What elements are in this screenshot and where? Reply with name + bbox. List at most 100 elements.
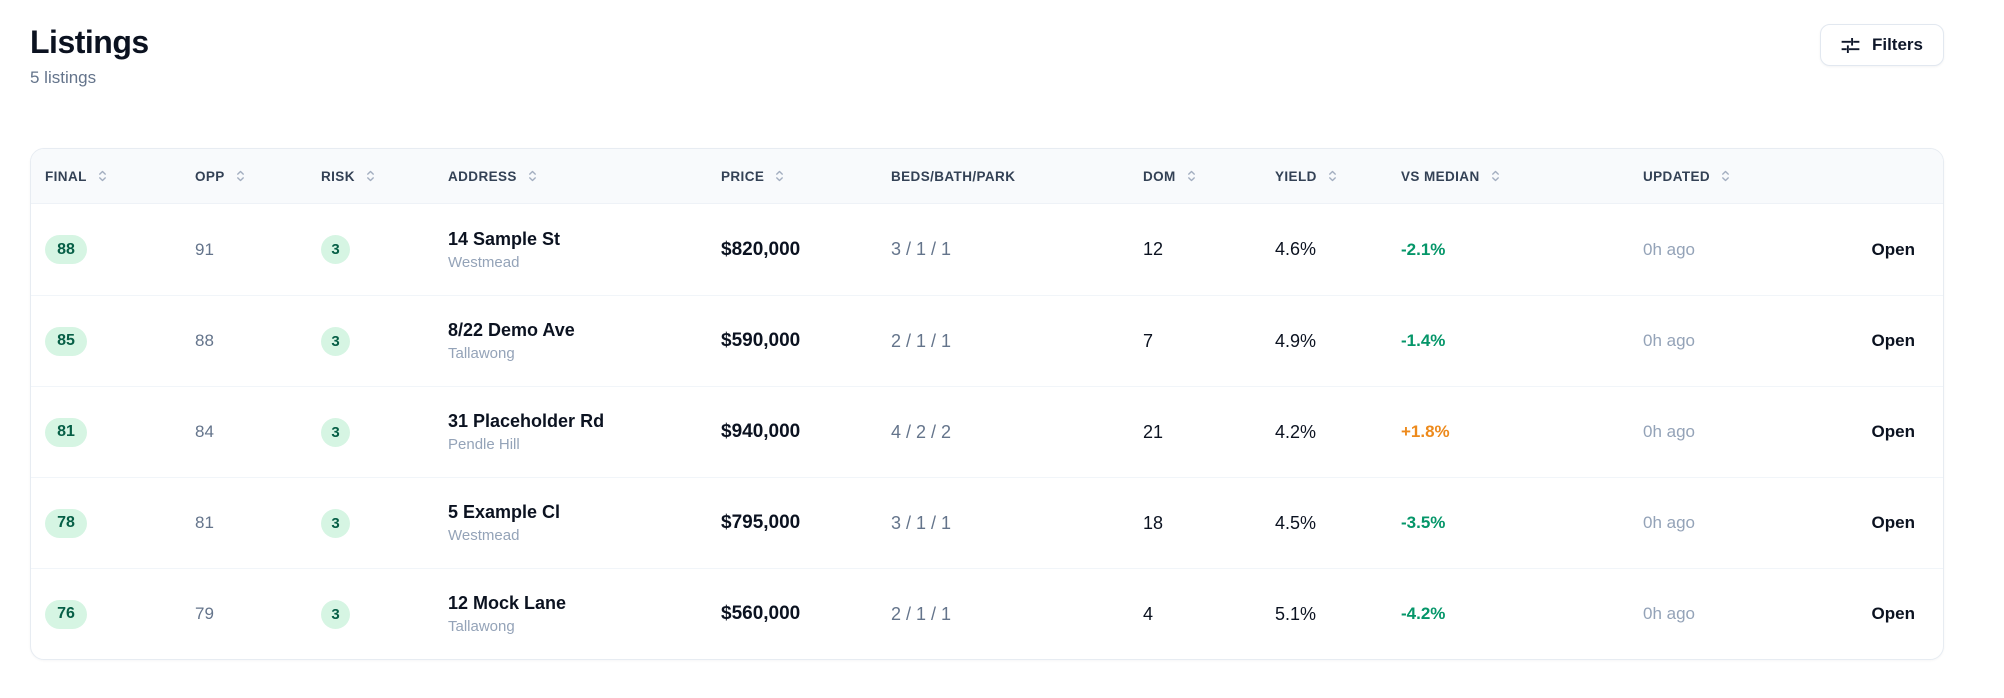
column-header-label: DOM (1143, 168, 1176, 184)
dom-value: 18 (1143, 512, 1164, 533)
beds-bath-park-value: 3 / 1 / 1 (891, 239, 952, 259)
address-suburb: Pendle Hill (448, 436, 520, 453)
open-link[interactable]: Open (1871, 604, 1915, 623)
risk-cell: 3 (321, 235, 448, 264)
updated-value: 0h ago (1643, 331, 1695, 350)
vs-median-value: -2.1% (1401, 239, 1446, 259)
open-cell: Open (1853, 513, 1915, 533)
open-cell: Open (1853, 604, 1915, 624)
beds-bath-park-value: 3 / 1 / 1 (891, 512, 952, 533)
vs-median-value: -4.2% (1401, 604, 1446, 623)
final-score-cell: 85 (45, 326, 195, 356)
yield-value: 5.1% (1275, 603, 1317, 624)
updated-value: 0h ago (1643, 422, 1695, 441)
price-value: $795,000 (721, 512, 801, 533)
listings-count: 5 listings (30, 68, 97, 87)
column-header-yield[interactable]: YIELD (1275, 169, 1401, 184)
column-header-price[interactable]: PRICE (721, 169, 891, 184)
column-header-label: FINAL (45, 168, 87, 184)
address-suburb: Tallawong (448, 618, 515, 635)
sort-icon (773, 169, 786, 183)
column-header-label: VS MEDIAN (1401, 168, 1480, 184)
column-header-label: YIELD (1275, 168, 1317, 184)
column-header-label: OPP (195, 168, 225, 184)
open-cell: Open (1853, 240, 1915, 260)
address-street: 12 Mock Lane (448, 593, 567, 613)
risk-cell: 3 (321, 508, 448, 538)
sort-icon (1326, 169, 1339, 183)
column-header-updated[interactable]: UPDATED (1643, 169, 1853, 184)
dom-value: 4 (1143, 603, 1154, 624)
opp-score: 79 (195, 604, 214, 623)
final-score-cell: 81 (45, 417, 195, 447)
risk-cell: 3 (321, 417, 448, 447)
open-link[interactable]: Open (1871, 331, 1915, 350)
risk-badge: 3 (321, 417, 350, 447)
risk-badge: 3 (321, 508, 350, 538)
column-header-label: PRICE (721, 168, 765, 184)
address-suburb: Westmead (448, 527, 520, 544)
column-header-final[interactable]: FINAL (45, 169, 195, 184)
sort-icon (526, 169, 539, 183)
risk-badge: 3 (321, 235, 350, 264)
table-row: 76 79 3 12 Mock Lane Tallawong $560,000 … (31, 568, 1943, 659)
address-suburb: Tallawong (448, 345, 515, 362)
column-header-dom[interactable]: DOM (1143, 169, 1275, 184)
opp-score: 81 (195, 513, 214, 532)
sort-icon (96, 169, 109, 183)
beds-bath-park-value: 2 / 1 / 1 (891, 330, 952, 351)
risk-badge: 3 (321, 599, 350, 629)
column-header-vs-median[interactable]: VS MEDIAN (1401, 169, 1643, 184)
column-header-opp[interactable]: OPP (195, 169, 321, 184)
risk-cell: 3 (321, 599, 448, 629)
column-header-label: UPDATED (1643, 168, 1711, 184)
vs-median-value: -1.4% (1401, 331, 1446, 350)
updated-value: 0h ago (1643, 604, 1695, 623)
address-cell: 8/22 Demo Ave Tallawong (448, 320, 721, 362)
table-row: 85 88 3 8/22 Demo Ave Tallawong $590,000… (31, 295, 1943, 386)
address-street: 5 Example Cl (448, 502, 561, 522)
address-cell: 12 Mock Lane Tallawong (448, 593, 721, 635)
beds-bath-park-value: 4 / 2 / 2 (891, 421, 952, 442)
table-row: 81 84 3 31 Placeholder Rd Pendle Hill $9… (31, 386, 1943, 477)
table-row: 78 81 3 5 Example Cl Westmead $795,000 3… (31, 477, 1943, 568)
column-header-label: RISK (321, 168, 355, 184)
final-score-badge: 81 (45, 417, 87, 447)
final-score-badge: 78 (45, 508, 87, 538)
sort-icon (234, 169, 247, 183)
sliders-icon (1841, 36, 1860, 55)
open-cell: Open (1853, 422, 1915, 442)
risk-cell: 3 (321, 326, 448, 356)
open-cell: Open (1853, 331, 1915, 351)
sort-icon (1489, 169, 1502, 183)
open-link[interactable]: Open (1871, 239, 1915, 259)
address-suburb: Westmead (448, 253, 520, 271)
beds-bath-park-value: 2 / 1 / 1 (891, 603, 952, 624)
final-score-badge: 88 (45, 235, 87, 264)
column-header-address[interactable]: ADDRESS (448, 169, 721, 184)
yield-value: 4.9% (1275, 330, 1317, 351)
listings-table-card: FINAL OPP RISK ADDRESS (30, 148, 1944, 660)
column-header-risk[interactable]: RISK (321, 169, 448, 184)
updated-value: 0h ago (1643, 513, 1695, 532)
dom-value: 12 (1143, 239, 1164, 259)
final-score-cell: 76 (45, 599, 195, 629)
column-header-label: BEDS/BATH/PARK (891, 168, 1016, 184)
listings-page: Listings 5 listings Filters FINAL (30, 24, 1944, 660)
price-value: $590,000 (721, 330, 801, 351)
open-link[interactable]: Open (1871, 513, 1915, 532)
column-header-beds-bath-park: BEDS/BATH/PARK (891, 169, 1143, 184)
risk-badge: 3 (321, 326, 350, 356)
final-score-cell: 88 (45, 235, 195, 264)
final-score-badge: 76 (45, 599, 87, 629)
address-cell: 5 Example Cl Westmead (448, 502, 721, 544)
open-link[interactable]: Open (1871, 422, 1915, 441)
opp-score: 91 (195, 239, 214, 259)
sort-icon (364, 169, 377, 183)
filters-button[interactable]: Filters (1819, 24, 1944, 66)
opp-score: 88 (195, 331, 214, 350)
table-header-row: FINAL OPP RISK ADDRESS (31, 149, 1943, 204)
yield-value: 4.6% (1275, 239, 1317, 259)
table-row: 88 91 3 14 Sample St Westmead $820,000 3… (31, 204, 1943, 295)
page-header: Listings 5 listings Filters (30, 24, 1944, 88)
